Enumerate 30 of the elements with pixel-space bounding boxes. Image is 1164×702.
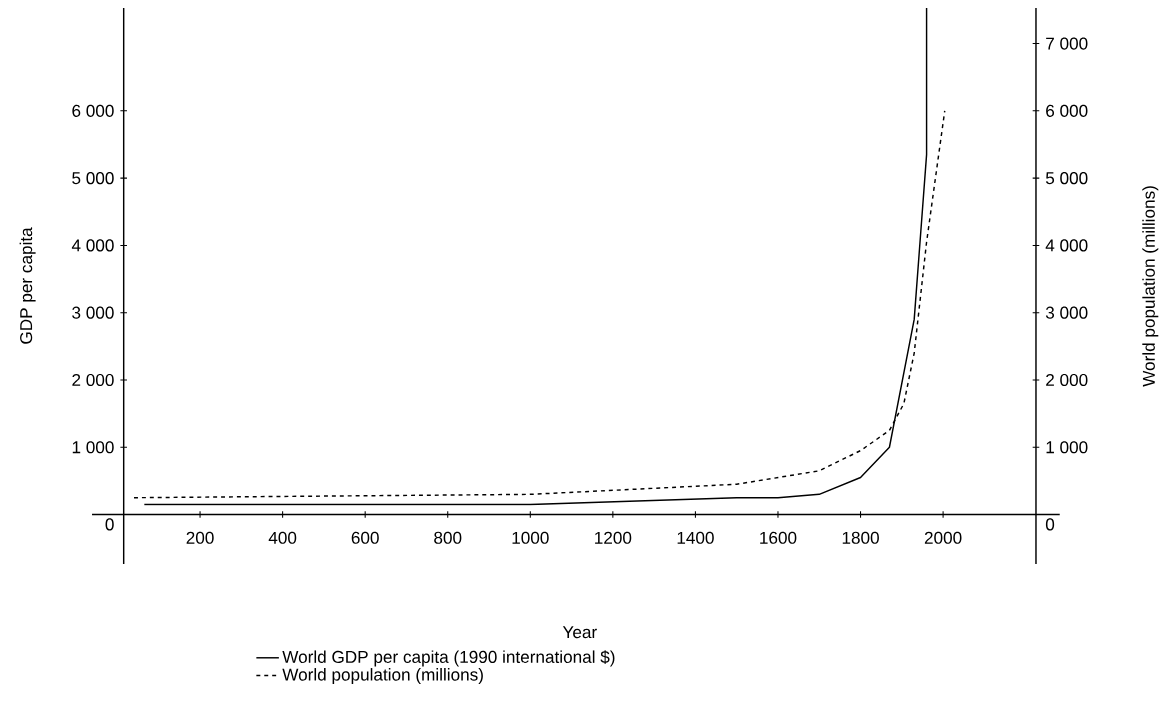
y2-tick-label: 2 000 <box>1046 374 1088 387</box>
y2-axis-title: World population (millions) <box>1142 186 1159 387</box>
legend-label: World GDP per capita (1990 international $) <box>282 650 615 667</box>
x-tick-label: 1600 <box>760 531 797 545</box>
y-tick-label: 1 000 <box>72 441 114 454</box>
y-tick-label: 4 000 <box>71 239 114 252</box>
y-tick-label: 0 <box>105 518 114 531</box>
x-axis-title: Year <box>562 626 597 639</box>
y2-tick-label: 7 000 <box>1046 37 1088 50</box>
y2-tick-label: 5 000 <box>1045 172 1088 185</box>
x-tick-label: 200 <box>186 531 214 545</box>
y2-tick-label: 0 <box>1045 518 1055 531</box>
y2-tick-label: 4 000 <box>1045 239 1088 252</box>
x-tick-label: 1200 <box>595 531 632 545</box>
y2-tick-label: 1 000 <box>1046 441 1088 454</box>
x-tick-label: 1000 <box>512 531 549 545</box>
x-tick-label: 1400 <box>677 531 714 545</box>
x-tick-label: 800 <box>434 531 462 545</box>
y2-tick-label: 6 000 <box>1046 105 1088 118</box>
x-tick-label: 600 <box>351 531 379 545</box>
y-axis-title: GDP per capita <box>19 227 36 344</box>
y-tick-label: 3 000 <box>72 306 114 319</box>
y2-tick-label: 3 000 <box>1045 306 1088 319</box>
y-tick-label: 5 000 <box>72 172 114 185</box>
x-tick-label: 1800 <box>842 531 879 545</box>
x-tick-label: 2000 <box>924 531 962 545</box>
y-tick-label: 6 000 <box>72 105 114 118</box>
y-tick-label: 2 000 <box>72 374 114 387</box>
x-tick-label: 400 <box>268 531 297 545</box>
legend-label: World population (millions) <box>282 668 483 685</box>
